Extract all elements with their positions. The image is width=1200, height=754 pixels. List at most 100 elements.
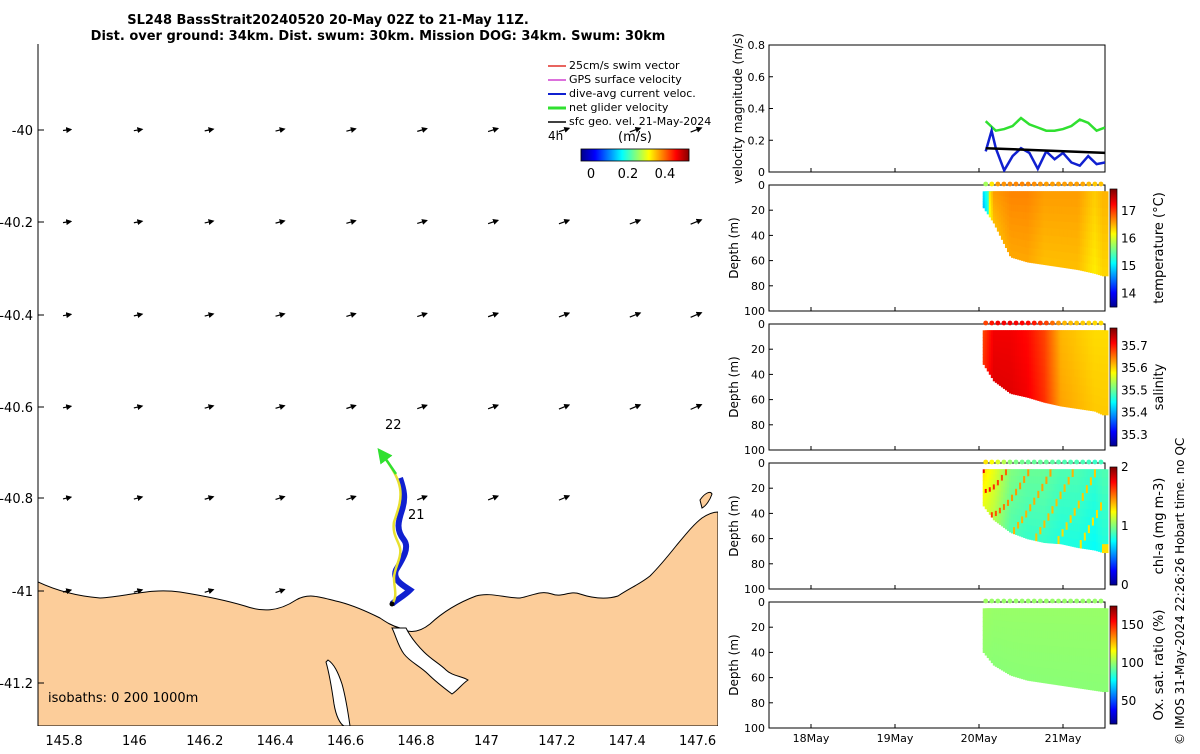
section-colorbar-cell	[1110, 629, 1117, 631]
colorbar-cell	[644, 149, 646, 161]
section-colorbar-cell	[1110, 217, 1117, 219]
section-cell	[1102, 544, 1109, 554]
colorbar-cell	[605, 149, 607, 161]
sfc-arrow	[417, 312, 428, 318]
section-colorbar-label: salinity	[1152, 363, 1167, 410]
section-colorbar-cell	[1110, 681, 1117, 683]
surface-sample-dot	[1056, 181, 1061, 187]
section-colorbar-cell	[1110, 535, 1117, 537]
surface-sample-dot	[989, 320, 995, 326]
section-colorbar-cell	[1110, 270, 1117, 272]
section-colorbar-cell	[1110, 715, 1117, 717]
section-colorbar-cell	[1110, 505, 1117, 507]
section-colorbar-cell	[1110, 539, 1117, 541]
section-colorbar-cell	[1110, 609, 1117, 611]
sfc-arrow	[629, 403, 642, 410]
section-colorbar-cell	[1110, 371, 1117, 373]
section-colorbar-cell	[1110, 267, 1117, 269]
velocity-ytick-label: 0	[758, 166, 765, 179]
section-colorbar-cell	[1110, 678, 1117, 680]
section-colorbar-cell	[1110, 402, 1117, 404]
section-colorbar-cell	[1110, 618, 1117, 620]
surface-sample-dot	[1092, 459, 1098, 465]
section-colorbar-cell	[1110, 282, 1117, 284]
section-colorbar-cell	[1110, 701, 1117, 703]
colorbar-cell	[669, 149, 671, 161]
section-colorbar-cell	[1110, 279, 1117, 281]
section-cell	[1102, 649, 1109, 659]
section-colorbar-cell	[1110, 240, 1117, 242]
surface-sample-dot	[1098, 598, 1104, 604]
surface-sample-dot	[1062, 459, 1067, 465]
sfc-arrow	[346, 219, 357, 225]
section-colorbar-cell	[1110, 534, 1117, 536]
sfc-arrow	[629, 311, 642, 318]
section-colorbar-cell	[1110, 269, 1117, 271]
colorbar-tick-label: 0	[587, 167, 595, 182]
colorbar-cell	[640, 149, 642, 161]
depth-ytick-label: 100	[744, 305, 765, 318]
section-colorbar-cell	[1110, 439, 1117, 441]
section-colorbar-cell	[1110, 208, 1117, 210]
temperature-section-panel: 0 20 40 60 80 100 Depth (m) 14 15 16 17 temperature…	[727, 179, 1167, 318]
section-colorbar-cell	[1110, 501, 1117, 503]
section-colorbar-cell	[1110, 476, 1117, 478]
section-colorbar-cell	[1110, 350, 1117, 352]
colorbar-cell	[664, 149, 666, 161]
surface-sample-dot	[1031, 181, 1037, 187]
colorbar-cell	[598, 149, 600, 161]
depth-ytick-label: 40	[751, 229, 765, 242]
section-colorbar-tick-label: 150	[1121, 618, 1144, 632]
surface-sample-dot	[1001, 320, 1007, 326]
colorbar-cell	[589, 149, 591, 161]
section-colorbar-cell	[1110, 576, 1117, 578]
section-colorbar-cell	[1110, 265, 1117, 267]
section-colorbar-tick-label: 35.3	[1121, 428, 1148, 442]
surface-sample-dot	[1019, 459, 1025, 465]
colorbar-cell	[604, 149, 606, 161]
colorbar-cell	[625, 149, 627, 161]
section-cell	[1102, 674, 1109, 684]
section-colorbar-cell	[1110, 414, 1117, 416]
section-colorbar-cell	[1110, 511, 1117, 513]
section-colorbar-cell	[1110, 489, 1117, 491]
section-colorbar-cell	[1110, 610, 1117, 612]
surface-sample-dot	[1025, 320, 1031, 326]
lon-tick-label: 147.6	[679, 734, 716, 749]
surface-sample-dot	[1031, 598, 1037, 604]
section-colorbar-cell	[1110, 553, 1117, 555]
salinity-section-panel: 0 20 40 60 80 100 Depth (m) 35.3 35.4 35.5 35.6 35.…	[727, 318, 1167, 457]
section-colorbar-cell	[1110, 196, 1117, 198]
colorbar-cell	[631, 149, 633, 161]
lon-tick-label: 146.2	[186, 734, 223, 749]
section-colorbar-cell	[1110, 527, 1117, 529]
surface-sample-dot	[1019, 598, 1025, 604]
section-colorbar-tick-label: 50	[1121, 694, 1136, 708]
section-colorbar-cell	[1110, 336, 1117, 338]
surface-sample-dot	[1001, 181, 1007, 187]
section-colorbar-cell	[1110, 289, 1117, 291]
section-colorbar-cell	[1110, 635, 1117, 637]
sfc-arrow	[690, 126, 703, 133]
section-colorbar-cell	[1110, 688, 1117, 690]
surface-sample-dot	[1062, 598, 1067, 604]
section-colorbar-cell	[1110, 341, 1117, 343]
colorbar-cell	[637, 149, 639, 161]
section-colorbar-cell	[1110, 339, 1117, 341]
colorbar-cell	[658, 149, 660, 161]
section-colorbar-tick-label: 16	[1121, 231, 1136, 245]
section-colorbar-cell	[1110, 682, 1117, 684]
section-colorbar-cell	[1110, 580, 1117, 582]
section-colorbar-cell	[1110, 627, 1117, 629]
section-colorbar-cell	[1110, 388, 1117, 390]
section-colorbar-cell	[1110, 683, 1117, 685]
section-colorbar-border	[1109, 188, 1118, 308]
section-colorbar-cell	[1110, 641, 1117, 643]
surface-sample-dot	[1098, 320, 1104, 326]
colorbar-cell	[611, 149, 613, 161]
section-colorbar-cell	[1110, 378, 1117, 380]
section-colorbar-cell	[1110, 209, 1117, 211]
sfc-arrow	[417, 404, 428, 410]
section-cell	[1102, 683, 1109, 693]
